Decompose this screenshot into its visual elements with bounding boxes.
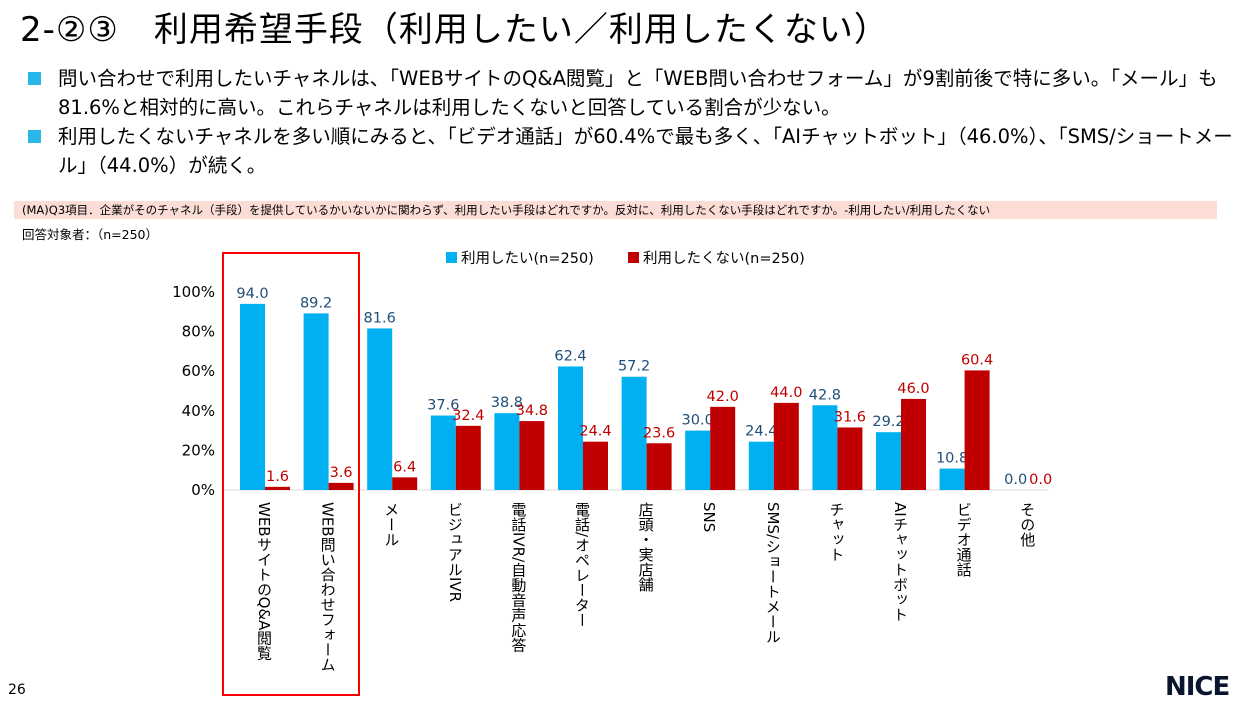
bar-not-want <box>519 421 545 490</box>
bar-want <box>558 366 583 490</box>
y-tick-label: 40% <box>182 402 215 420</box>
x-tick-label: SMS/ショートメール <box>763 502 782 645</box>
data-label: 3.6 <box>330 465 353 481</box>
data-label: 29.2 <box>872 414 904 430</box>
x-tick-label: WEB問い合わせフォーム <box>318 502 337 672</box>
data-label: 24.4 <box>745 424 777 440</box>
bar-not-want <box>710 406 736 490</box>
data-label: 46.0 <box>897 381 929 397</box>
x-tick-label: その他 <box>1018 502 1037 547</box>
bar-want <box>621 376 647 490</box>
highlight-box <box>222 252 360 696</box>
data-label: 89.2 <box>300 295 332 311</box>
bar-not-want <box>837 427 863 490</box>
x-tick-label: ビデオ通話 <box>954 502 973 577</box>
x-tick-label: SNS <box>700 502 719 533</box>
data-label: 57.2 <box>618 359 650 375</box>
legend-swatch <box>446 252 457 263</box>
bar-not-want <box>328 482 354 490</box>
y-tick-label: 60% <box>182 362 215 380</box>
x-tick-label: WEBサイトのQ&A閲覧 <box>255 502 273 661</box>
x-tick-label: AIチャットボット <box>891 502 909 622</box>
data-label: 0.0 <box>1004 472 1027 488</box>
nice-logo: NICE <box>1165 672 1230 702</box>
respondents-note: 回答対象者：（n=250） <box>22 227 159 242</box>
x-tick-label: 電話/オペレーター <box>573 502 591 628</box>
bar-not-want <box>773 402 799 490</box>
data-label: 24.4 <box>579 424 611 440</box>
bullet-1: 問い合わせで利用したいチャネルは、「WEBサイトのQ&A閲覧」と「WEB問い合わ… <box>28 64 1256 122</box>
y-tick-label: 100% <box>172 283 215 301</box>
bar-want <box>430 415 456 490</box>
bar-want <box>367 328 393 490</box>
page-number: 26 <box>8 682 26 698</box>
data-label: 34.8 <box>516 403 548 419</box>
data-label: 32.4 <box>452 408 484 424</box>
data-label: 1.6 <box>266 469 289 485</box>
x-tick-label: メール <box>382 502 401 547</box>
data-label: 44.0 <box>770 385 802 401</box>
data-label: 60.4 <box>961 352 993 368</box>
data-label: 10.8 <box>936 451 968 467</box>
data-label: 38.8 <box>491 395 523 411</box>
page-title: 2-②③ 利用希望手段（利用したい／利用したくない） <box>20 10 889 50</box>
bar-not-want <box>964 370 990 490</box>
legend-label: 利用したくない(n=250) <box>643 250 805 267</box>
y-tick-label: 20% <box>182 441 215 459</box>
bar-not-want <box>392 477 418 490</box>
bar-want <box>939 468 965 490</box>
legend-label: 利用したい(n=250) <box>461 250 594 267</box>
data-label: 62.4 <box>554 348 586 364</box>
data-label: 94.0 <box>236 286 268 302</box>
x-tick-label: ビジュアルIVR <box>445 502 464 603</box>
summary-bullets: 問い合わせで利用したいチャネルは、「WEBサイトのQ&A閲覧」と「WEB問い合わ… <box>28 64 1256 180</box>
bar-not-want <box>583 441 608 490</box>
question-note: (MA)Q3項目．企業がそのチャネル（手段）を提供しているかいないかに関わらず、… <box>14 201 1217 219</box>
bar-want <box>303 313 329 490</box>
bar-want <box>812 405 838 490</box>
data-label: 23.6 <box>643 425 675 441</box>
bar-want <box>240 303 265 490</box>
x-tick-label: チャット <box>827 502 846 562</box>
bar-want <box>494 413 520 490</box>
y-tick-label: 0% <box>191 481 215 499</box>
data-label: 30.0 <box>682 413 714 429</box>
bullet-2: 利用したくないチャネルを多い順にみると、「ビデオ通話」が60.4%で最も多く、「… <box>28 122 1256 180</box>
x-tick-label: 店頭・実店舗 <box>636 502 655 592</box>
bar-want <box>748 441 774 490</box>
bar-want <box>685 430 711 490</box>
legend-swatch <box>628 252 639 263</box>
data-label: 42.8 <box>809 387 841 403</box>
bar-not-want <box>901 398 926 490</box>
data-label: 37.6 <box>427 398 459 414</box>
data-label: 81.6 <box>364 310 396 326</box>
x-tick-label: 電話IVR/自動音声応答 <box>509 502 528 653</box>
y-tick-label: 80% <box>182 323 215 341</box>
data-label: 0.0 <box>1029 472 1052 488</box>
bar-not-want <box>646 443 672 490</box>
bar-not-want <box>265 486 290 490</box>
data-label: 31.6 <box>834 409 866 425</box>
data-label: 42.0 <box>707 389 739 405</box>
bar-not-want <box>455 425 481 490</box>
bar-want <box>876 432 901 490</box>
data-label: 6.4 <box>393 459 416 475</box>
